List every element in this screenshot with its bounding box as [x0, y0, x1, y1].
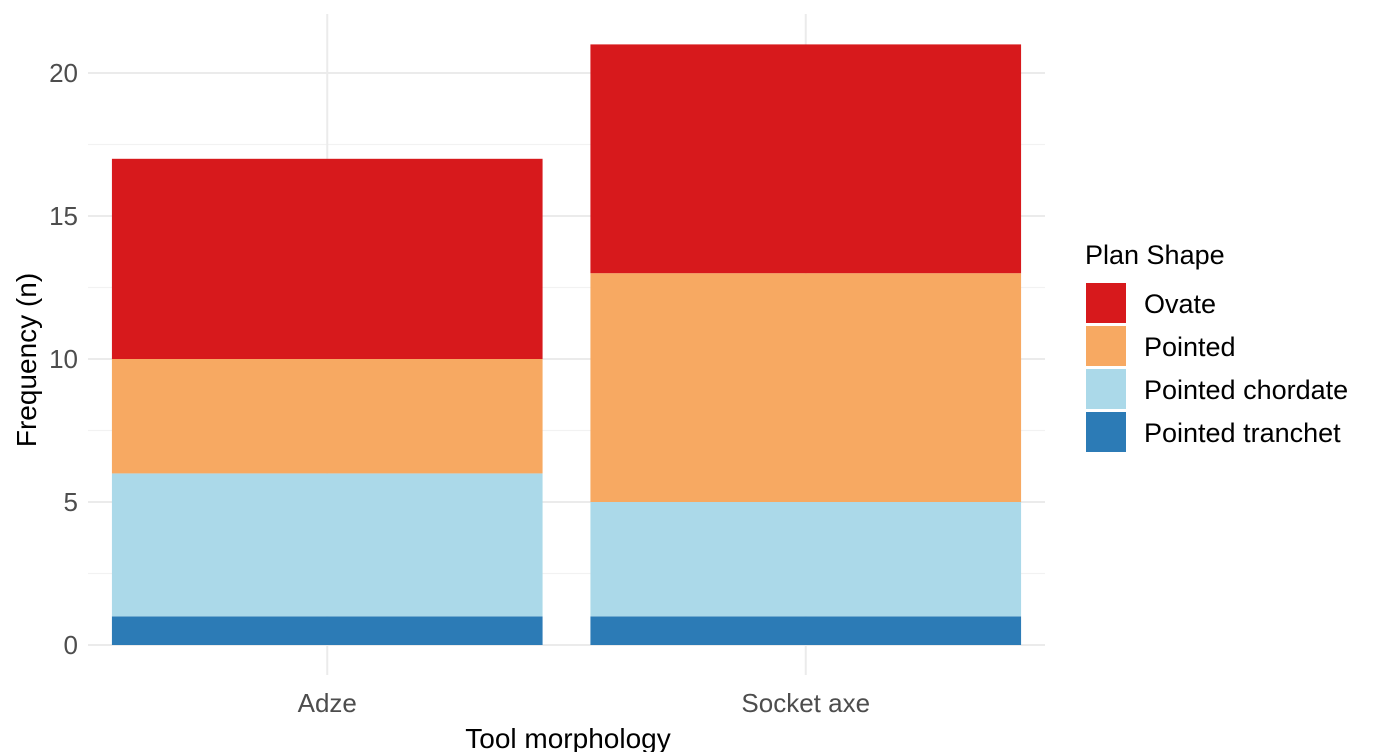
legend-key-pointed-chordate	[1086, 369, 1126, 409]
y-tick-label: 20	[49, 58, 78, 88]
legend-label-pointed-tranchet: Pointed tranchet	[1144, 418, 1341, 448]
y-axis-ticks: 0 5 10 15 20	[49, 58, 78, 660]
y-tick-label: 15	[49, 201, 78, 231]
legend: Plan Shape Ovate Pointed Pointed chordate P…	[1085, 240, 1348, 452]
bar-segment-pointed-socket-axe	[590, 273, 1022, 502]
legend-key-pointed	[1086, 326, 1126, 366]
legend-title: Plan Shape	[1085, 240, 1225, 270]
y-tick-label: 5	[64, 487, 78, 517]
x-axis-ticks: Adze Socket axe	[298, 688, 870, 718]
bar-segment-pointed-tranchet-adze	[111, 616, 543, 645]
y-axis-title: Frequency (n)	[11, 273, 42, 447]
legend-key-pointed-tranchet	[1086, 412, 1126, 452]
x-axis-title: Tool morphology	[465, 723, 670, 752]
x-tick-label: Adze	[298, 688, 357, 718]
bar-segment-ovate-adze	[111, 158, 543, 359]
legend-label-ovate: Ovate	[1144, 289, 1216, 319]
bar-segment-pointed-tranchet-socket-axe	[590, 616, 1022, 645]
legend-label-pointed-chordate: Pointed chordate	[1144, 375, 1348, 405]
legend-label-pointed: Pointed	[1144, 332, 1236, 362]
bar-segment-pointed-chordate-socket-axe	[590, 502, 1022, 617]
y-tick-label: 0	[64, 630, 78, 660]
legend-items: Ovate Pointed Pointed chordate Pointed tran…	[1086, 283, 1348, 452]
bar-segment-pointed-chordate-adze	[111, 473, 543, 617]
bar-segment-ovate-socket-axe	[590, 44, 1022, 274]
legend-key-ovate	[1086, 283, 1126, 323]
bar-segment-pointed-adze	[111, 359, 543, 474]
bars	[111, 44, 1022, 645]
y-tick-label: 10	[49, 344, 78, 374]
x-tick-label: Socket axe	[741, 688, 870, 718]
